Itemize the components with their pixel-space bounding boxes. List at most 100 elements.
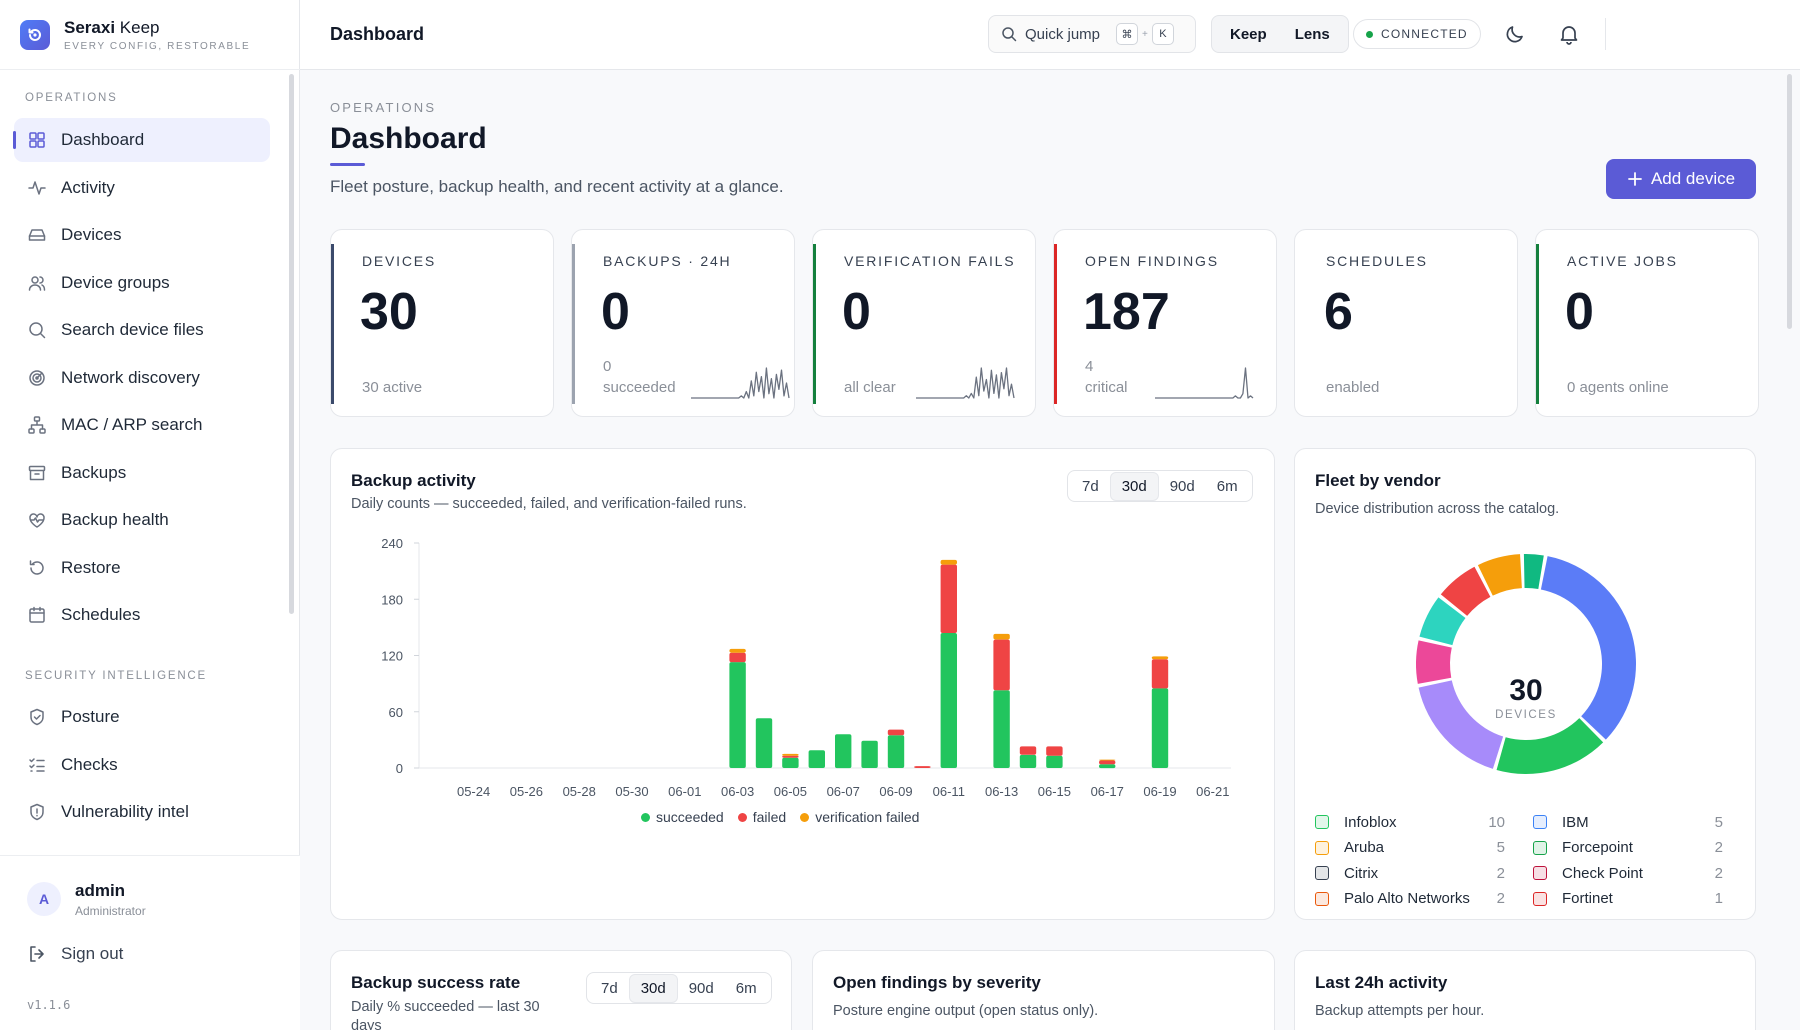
radar-icon [29,369,45,386]
bar-failed-06-19 [1151,659,1169,689]
stat-card-active-jobs[interactable]: ACTIVE JOBS 0 0 agents online [1535,229,1759,417]
sidebar-scrollbar[interactable] [289,74,294,614]
legend-dot [737,812,747,822]
card-subtitle: Daily % succeeded — last 30 days [351,999,540,1030]
stat-sparkline [691,367,790,399]
range-90d[interactable]: 90d [1169,477,1195,495]
range-selector: 7d 30d 90d 6m [1067,470,1253,502]
topbar-separator [1605,18,1606,50]
sidebar-item-device-groups[interactable]: Device groups [14,261,270,305]
bell-icon[interactable] [1557,22,1581,46]
donut-slice-infoblox [1540,556,1637,740]
mode-lens[interactable]: Lens [1294,25,1330,43]
vendor-logo-icon [1315,866,1329,880]
range-7d[interactable]: 7d [601,979,618,997]
sidebar-item-dashboard[interactable]: Dashboard [13,118,270,162]
legend-label: failed [752,809,787,825]
y-tick-label: 120 [381,649,403,664]
sidebar-item-devices[interactable]: Devices [14,213,270,257]
topbar: Dashboard Quick jump ⌘ + K Keep Lens CON… [300,0,1800,70]
sidebar-item-mac-arp-search[interactable]: MAC / ARP search [14,403,270,447]
bar-succeeded-06-13 [993,690,1010,768]
brand[interactable]: Seraxi Keep EVERY CONFIG, RESTORABLE [20,18,250,52]
sidebar-item-label: MAC / ARP search [61,415,203,434]
card-subtitle: Device distribution across the catalog. [1315,501,1560,517]
x-tick-label: 06-11 [933,784,965,799]
sidebar-item-label: Network discovery [61,367,200,387]
last-24h-activity-card: Last 24h activity Backup attempts per ho… [1294,950,1756,1030]
range-6m[interactable]: 6m [1216,477,1238,495]
vendor-row-aruba[interactable]: Aruba 5 [1315,838,1505,858]
page-title: Dashboard [330,122,487,155]
vendor-row-palo-alto-networks[interactable]: Palo Alto Networks 2 [1315,889,1505,909]
stat-card-devices[interactable]: DEVICES 30 30 active [330,229,554,417]
legend-dot [641,812,650,822]
quick-jump-button[interactable]: Quick jump ⌘ + K [988,15,1196,53]
bar-succeeded-06-15 [1046,755,1063,768]
main-scrollbar[interactable] [1787,74,1792,329]
sidebar-item-search-device-files[interactable]: Search device files [14,308,270,352]
user-role: Administrator [75,904,146,918]
sidebar-item-label: Schedules [61,605,141,624]
bar-failed-06-13 [993,639,1010,691]
sidebar-item-posture[interactable]: Posture [14,695,270,739]
server-icon [28,229,46,241]
range-6m[interactable]: 6m [735,979,757,997]
bar-succeeded-06-07 [835,734,852,769]
sidebar-item-checks[interactable]: Checks [14,743,270,787]
sidebar-item-label: Checks [61,754,118,774]
vendor-row-check-point[interactable]: Check Point 2 [1533,863,1723,883]
stat-sub-value: 0 [603,358,612,375]
sidebar-item-backups[interactable]: Backups [14,451,270,495]
range-7d[interactable]: 7d [1082,477,1099,495]
stat-accent [1054,244,1057,404]
stat-sub: 30 active [362,379,423,396]
card-title: Backup activity [351,471,476,490]
sign-out-button[interactable]: Sign out [27,944,123,964]
vendor-logo-icon [1533,840,1547,855]
sidebar-item-schedules[interactable]: Schedules [14,593,270,637]
vendor-count: 2 [1496,890,1505,907]
legend-label: succeeded [656,809,724,825]
kbd-plus: + [1142,28,1148,40]
card-title: Last 24h activity [1315,973,1448,992]
stat-card-open-findings[interactable]: OPEN FINDINGS 187 4 critical [1053,229,1277,417]
card-title: Backup success rate [351,973,521,992]
vendor-row-ibm[interactable]: IBM 5 [1533,812,1723,832]
sidebar-item-activity[interactable]: Activity [14,166,270,210]
range-30d[interactable]: 30d [1109,471,1159,501]
bar-failed-06-03 [729,652,746,663]
sidebar-item-network-discovery[interactable]: Network discovery [14,356,270,400]
bar-failed-06-17 [1099,760,1116,765]
range-30d[interactable]: 30d [628,973,678,1003]
bar-failed-06-10 [914,766,931,768]
bar-succeeded-06-03 [729,662,746,768]
activity-icon [28,180,46,195]
x-tick-label: 06-01 [668,784,701,799]
sidebar-item-label: Activity [61,177,115,197]
sidebar-item-vulnerability-intel[interactable]: Vulnerability intel [14,790,270,834]
sidebar-item-backup-health[interactable]: Backup health [14,498,270,542]
card-subtitle: Daily counts — succeeded, failed, and ve… [351,496,747,512]
bar-verification-failed-06-19 [1151,656,1169,660]
mode-keep[interactable]: Keep [1230,25,1267,43]
range-90d[interactable]: 90d [688,979,714,997]
add-device-button[interactable]: Add device [1606,159,1756,199]
vendor-row-infoblox[interactable]: Infoblox 10 [1315,812,1505,832]
donut-slice-forcepoint [1415,640,1452,684]
stat-card-verification-fails[interactable]: VERIFICATION FAILS 0 all clear [812,229,1036,417]
avatar[interactable]: A [27,882,61,916]
x-tick-label: 06-09 [879,784,912,799]
sidebar-item-restore[interactable]: Restore [14,546,270,590]
sidebar-item-label: Device groups [61,272,170,292]
stat-value: 0 [601,283,630,341]
stat-card-schedules[interactable]: SCHEDULES 6 enabled [1294,229,1518,417]
range-selector: 7d 30d 90d 6m [586,972,772,1004]
vendor-row-fortinet[interactable]: Fortinet 1 [1533,889,1723,909]
vendor-name: Palo Alto Networks [1344,890,1470,907]
vendor-row-forcepoint[interactable]: Forcepoint 2 [1533,838,1723,858]
user-name: admin [75,881,126,900]
moon-icon[interactable] [1503,22,1527,46]
vendor-row-citrix[interactable]: Citrix 2 [1315,863,1505,883]
stat-card-backups-24h[interactable]: BACKUPS · 24H 0 0 succeeded [571,229,795,417]
